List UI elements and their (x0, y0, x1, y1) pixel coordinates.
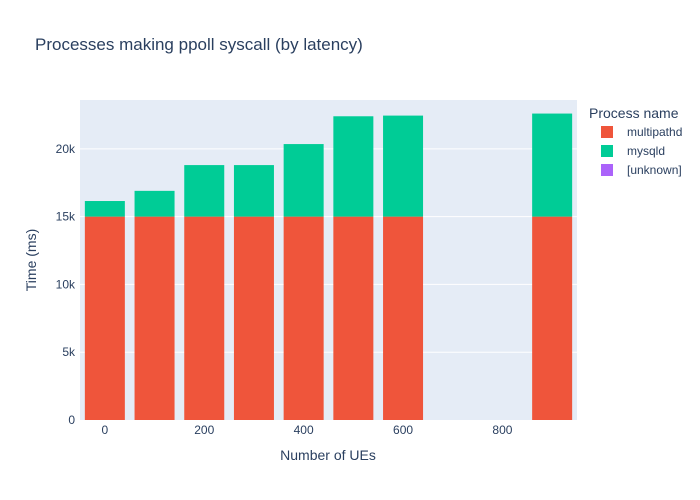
x-tick-labels: 0 200 400 600 800 (102, 423, 513, 437)
legend-label-1: mysqld (627, 144, 665, 158)
bar-multipathd-500 (333, 216, 374, 420)
x-tick-label-2: 400 (294, 423, 314, 437)
legend-label-0: multipathd (627, 125, 682, 139)
bar-mysqld-200 (184, 165, 225, 217)
legend-label-2: [unknown] (627, 163, 682, 177)
bar-mysqld-500 (333, 116, 374, 217)
y-tick-label-1: 5k (62, 345, 76, 359)
x-tick-label-1: 200 (194, 423, 214, 437)
bar-mysqld-0 (84, 201, 125, 217)
y-tick-label-0: 0 (68, 413, 75, 427)
bars (84, 113, 573, 420)
legend-swatch-2 (601, 164, 613, 176)
x-tick-label-4: 800 (492, 423, 512, 437)
bar-multipathd-100 (134, 216, 175, 420)
x-tick-label-3: 600 (393, 423, 413, 437)
bar-mysqld-400 (283, 144, 324, 217)
bar-multipathd-600 (383, 216, 424, 420)
legend: Process name multipathd mysqld [unknown] (589, 105, 682, 177)
bar-mysqld-100 (134, 190, 175, 217)
bar-mysqld-900 (532, 113, 573, 217)
legend-swatch-1 (601, 145, 613, 157)
y-tick-label-3: 15k (56, 210, 76, 224)
bar-multipathd-200 (184, 216, 225, 420)
x-axis-title: Number of UEs (280, 447, 376, 463)
bar-multipathd-400 (283, 216, 324, 420)
legend-title: Process name (589, 105, 679, 121)
bar-multipathd-300 (233, 216, 274, 420)
bar-multipathd-0 (84, 216, 125, 420)
bar-mysqld-600 (383, 115, 424, 217)
bar-mysqld-300 (233, 165, 274, 217)
legend-swatch-0 (601, 126, 613, 138)
y-axis-title: Time (ms) (23, 229, 39, 291)
y-tick-label-2: 10k (56, 277, 76, 291)
y-tick-label-4: 20k (56, 142, 76, 156)
y-tick-labels: 0 5k 10k 15k 20k (56, 142, 76, 427)
chart-title: Processes making ppoll syscall (by laten… (35, 35, 363, 54)
bar-multipathd-900 (532, 216, 573, 420)
x-tick-label-0: 0 (102, 423, 109, 437)
